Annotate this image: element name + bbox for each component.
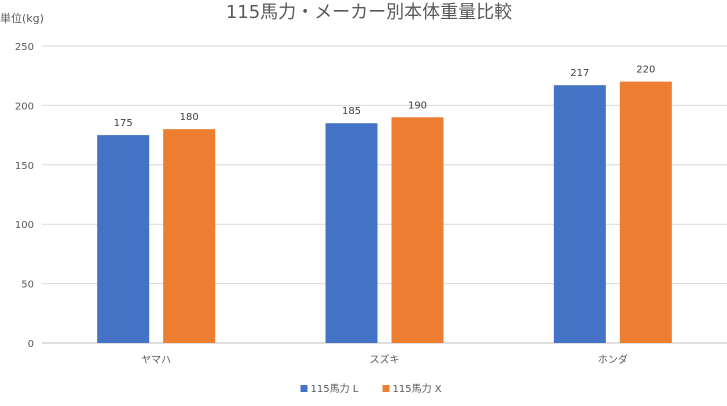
bar	[619, 81, 672, 343]
bar	[391, 117, 444, 343]
y-axis-ticks: 0 50 100 150 200 250	[15, 42, 34, 350]
data-label: 220	[636, 65, 655, 76]
bar	[97, 135, 150, 343]
category-label: スズキ	[370, 353, 400, 366]
bar	[163, 129, 216, 343]
y-tick-label: 250	[15, 42, 34, 53]
legend-swatch	[382, 385, 390, 392]
data-label: 175	[114, 118, 133, 129]
y-tick-label: 200	[15, 101, 34, 112]
data-label: 190	[408, 100, 427, 111]
legend-swatch	[300, 385, 308, 392]
data-label: 180	[180, 112, 199, 123]
y-tick-label: 150	[15, 161, 34, 172]
category-label: ホンダ	[598, 353, 628, 366]
gridlines	[42, 45, 727, 344]
y-tick-label: 0	[28, 339, 34, 350]
bar	[553, 85, 606, 343]
y-tick-label: 100	[15, 220, 34, 231]
y-tick-label: 50	[21, 280, 34, 291]
legend-label: 115馬力 L	[311, 382, 359, 395]
legend-label: 115馬力 X	[393, 382, 442, 395]
chart-title: 115馬力・メーカー別本体重量比較	[226, 2, 512, 23]
bar	[325, 123, 378, 343]
data-label: 217	[570, 68, 589, 79]
bars	[97, 81, 672, 343]
x-axis-categories: ヤマハ スズキ ホンダ	[141, 353, 628, 366]
legend: 115馬力 L 115馬力 X	[300, 382, 442, 395]
data-label: 185	[342, 106, 361, 117]
y-axis-label: 単位(kg)	[0, 11, 44, 25]
data-labels: 175 180 185 190 217 220	[114, 65, 656, 129]
category-label: ヤマハ	[141, 355, 171, 366]
